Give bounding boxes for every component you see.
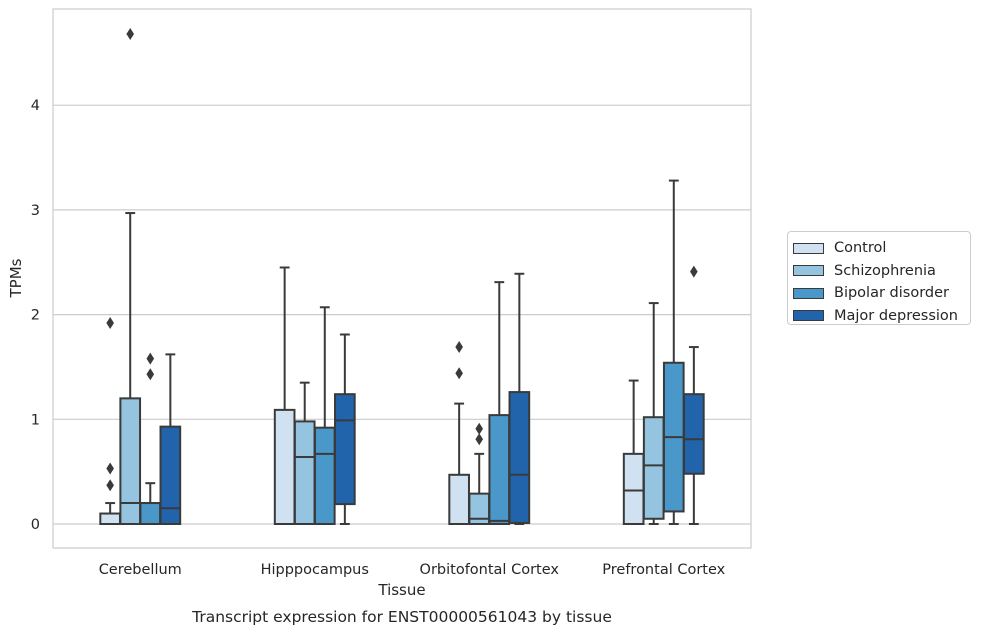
outlier-point xyxy=(106,462,114,475)
x-tick-label: Cerebellum xyxy=(99,562,182,578)
box-major-depression xyxy=(334,333,356,525)
y-tick-labels: 0 1 2 3 4 xyxy=(31,98,40,533)
outlier-point xyxy=(475,433,484,446)
chart-title: Transcript expression for ENST0000056104… xyxy=(191,608,612,626)
y-tick-label: 2 xyxy=(31,308,40,324)
box-major-depression xyxy=(683,265,705,525)
x-tick-label: Hipppocampus xyxy=(261,562,369,578)
box-iqr xyxy=(642,416,665,520)
box-major-depression xyxy=(159,353,182,525)
legend-swatch xyxy=(793,310,824,322)
box-iqr xyxy=(508,391,531,524)
legend-swatch xyxy=(793,265,824,277)
box-control xyxy=(273,266,296,526)
box-schizophrenia xyxy=(293,381,316,526)
x-tick-label: Prefrontal Cortex xyxy=(602,562,725,578)
y-tick-label: 3 xyxy=(31,203,40,219)
outlier-point xyxy=(146,368,155,381)
legend-label: Major depression xyxy=(834,307,958,324)
outlier-point xyxy=(455,367,463,380)
box-iqr xyxy=(622,452,645,526)
box-major-depression xyxy=(508,272,531,525)
x-tick-labels: Cerebellum Hipppocampus Orbitofontal Corte… xyxy=(99,562,726,578)
legend-item: Control xyxy=(793,237,970,260)
box-iqr xyxy=(159,425,182,525)
legend-label: Bipolar disorder xyxy=(834,285,949,302)
box-iqr xyxy=(448,473,470,525)
box-iqr xyxy=(334,393,356,506)
legend-swatch xyxy=(793,287,824,299)
box-iqr xyxy=(293,420,316,526)
legend-item: Bipolar disorder xyxy=(793,282,970,305)
box-iqr xyxy=(139,502,162,525)
box-iqr xyxy=(273,408,296,526)
outlier-point xyxy=(106,479,114,492)
outlier-point xyxy=(475,422,484,435)
y-tick-label: 4 xyxy=(31,98,40,114)
box-schizophrenia xyxy=(119,28,142,525)
box-control xyxy=(99,316,121,526)
box-iqr xyxy=(119,397,142,525)
y-tick-label: 1 xyxy=(31,412,40,428)
outlier-point xyxy=(126,28,135,41)
x-tick-label: Orbitofontal Cortex xyxy=(420,562,560,578)
outlier-point xyxy=(690,265,698,278)
legend-label: Schizophrenia xyxy=(834,262,936,279)
y-tick-label: 0 xyxy=(31,517,40,533)
box-iqr xyxy=(313,426,336,525)
box-iqr xyxy=(488,414,511,525)
legend-label: Control xyxy=(834,240,887,257)
y-axis-label: TPMs xyxy=(7,258,25,298)
legend-item: Major depression xyxy=(793,305,970,328)
box-series xyxy=(99,28,705,526)
box-schizophrenia xyxy=(642,302,665,525)
box-iqr xyxy=(683,393,705,475)
x-axis-label: Tissue xyxy=(377,581,425,599)
outlier-point xyxy=(106,316,114,329)
outlier-point xyxy=(455,341,463,354)
box-control xyxy=(448,341,470,525)
legend: Control Schizophrenia Bipolar disorder Majo… xyxy=(787,231,971,325)
outlier-point xyxy=(146,352,155,365)
box-iqr xyxy=(99,512,121,526)
legend-swatch xyxy=(793,242,824,254)
legend-item: Schizophrenia xyxy=(793,260,970,283)
